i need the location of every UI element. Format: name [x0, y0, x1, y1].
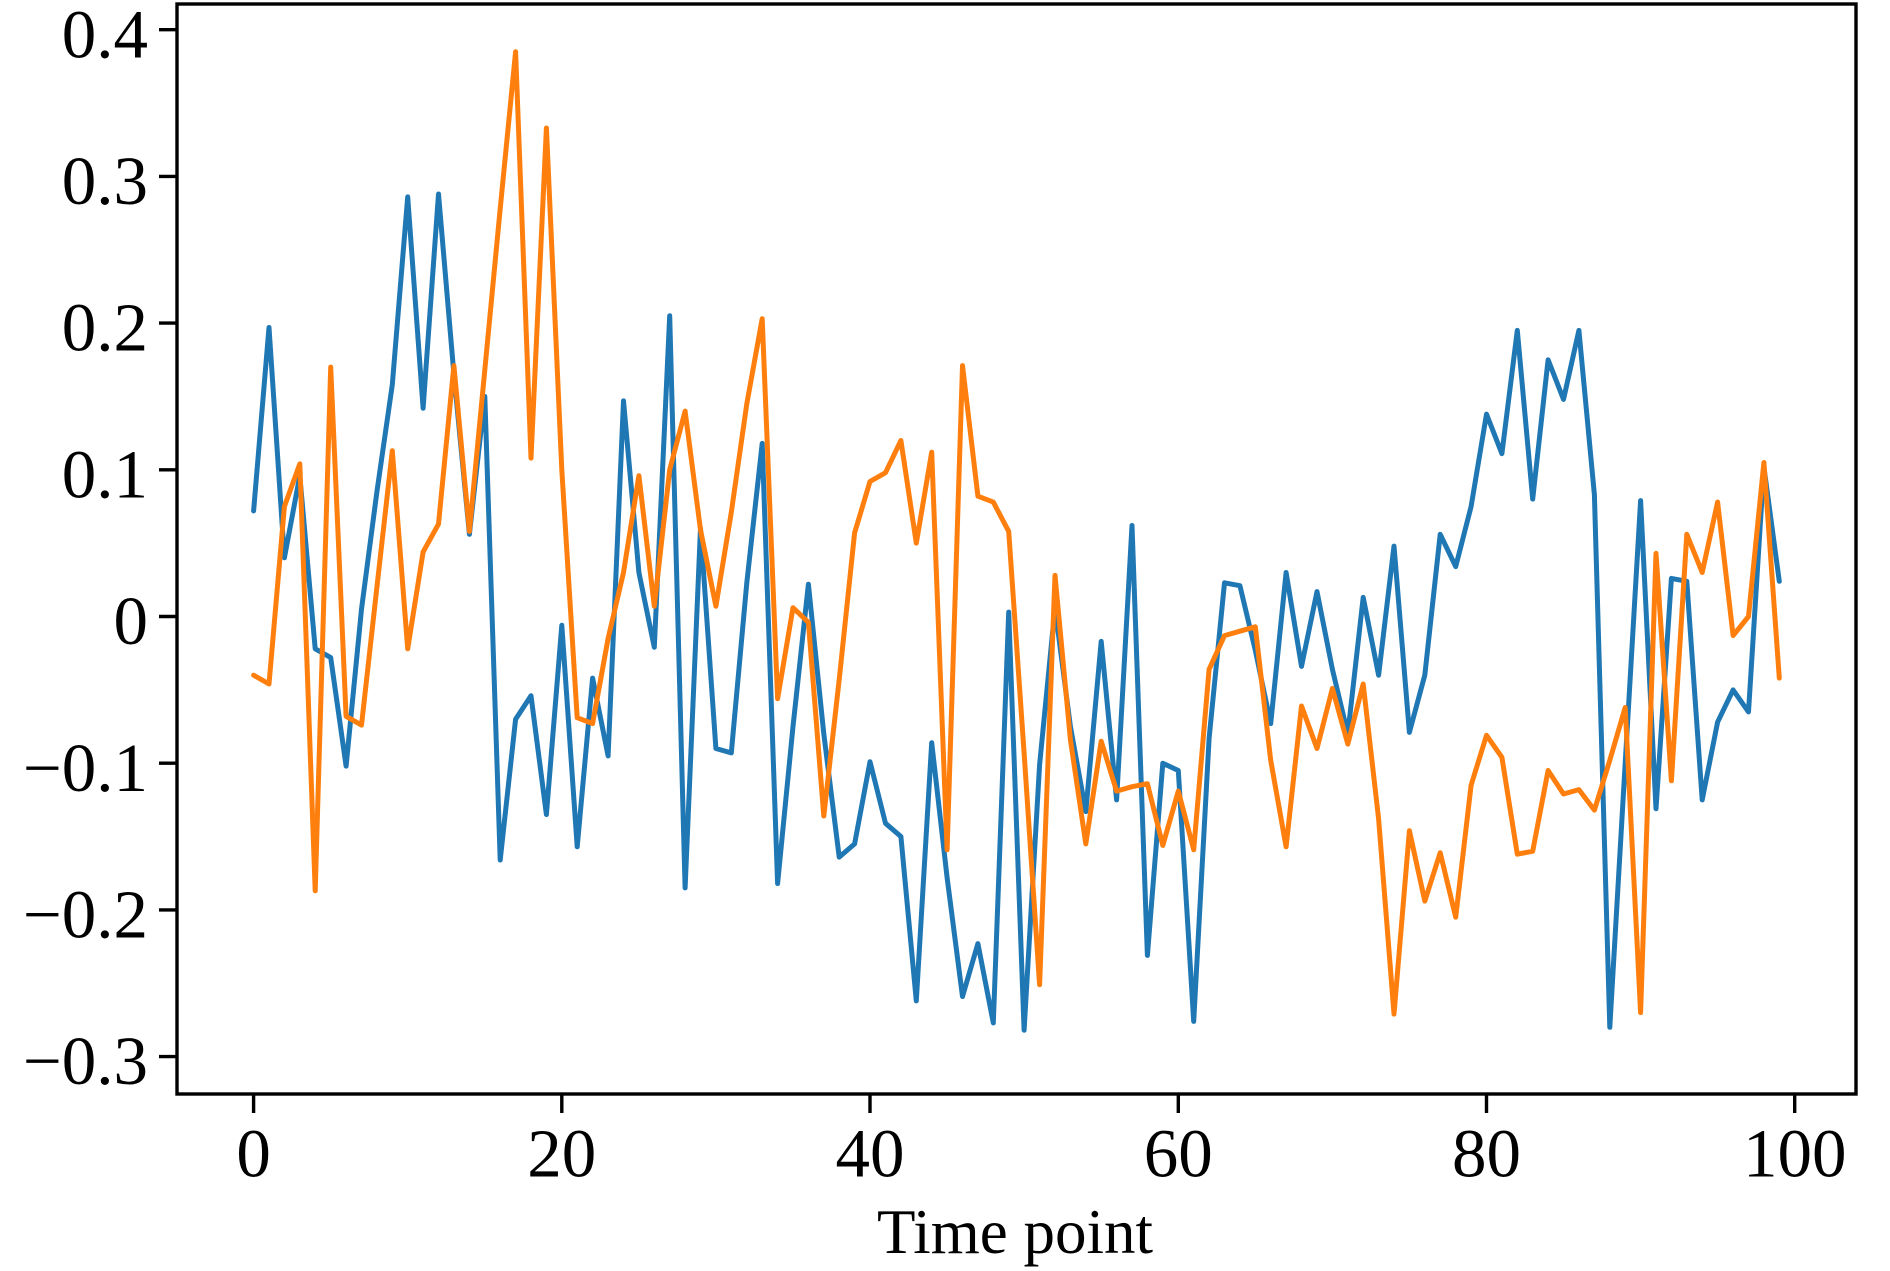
- svg-text:Time point: Time point: [877, 1197, 1153, 1267]
- svg-text:100: 100: [1743, 1116, 1847, 1192]
- svg-text:0.2: 0.2: [62, 290, 148, 366]
- svg-text:0.1: 0.1: [62, 436, 148, 512]
- svg-text:0: 0: [236, 1116, 271, 1192]
- svg-text:60: 60: [1144, 1116, 1213, 1192]
- svg-text:−0.1: −0.1: [23, 730, 148, 806]
- svg-text:−0.2: −0.2: [23, 877, 148, 953]
- svg-text:−0.3: −0.3: [23, 1023, 148, 1099]
- svg-text:20: 20: [527, 1116, 596, 1192]
- svg-text:0.4: 0.4: [62, 0, 148, 72]
- svg-text:80: 80: [1452, 1116, 1521, 1192]
- svg-text:0.3: 0.3: [62, 143, 148, 219]
- svg-text:0: 0: [114, 583, 149, 659]
- svg-text:40: 40: [836, 1116, 905, 1192]
